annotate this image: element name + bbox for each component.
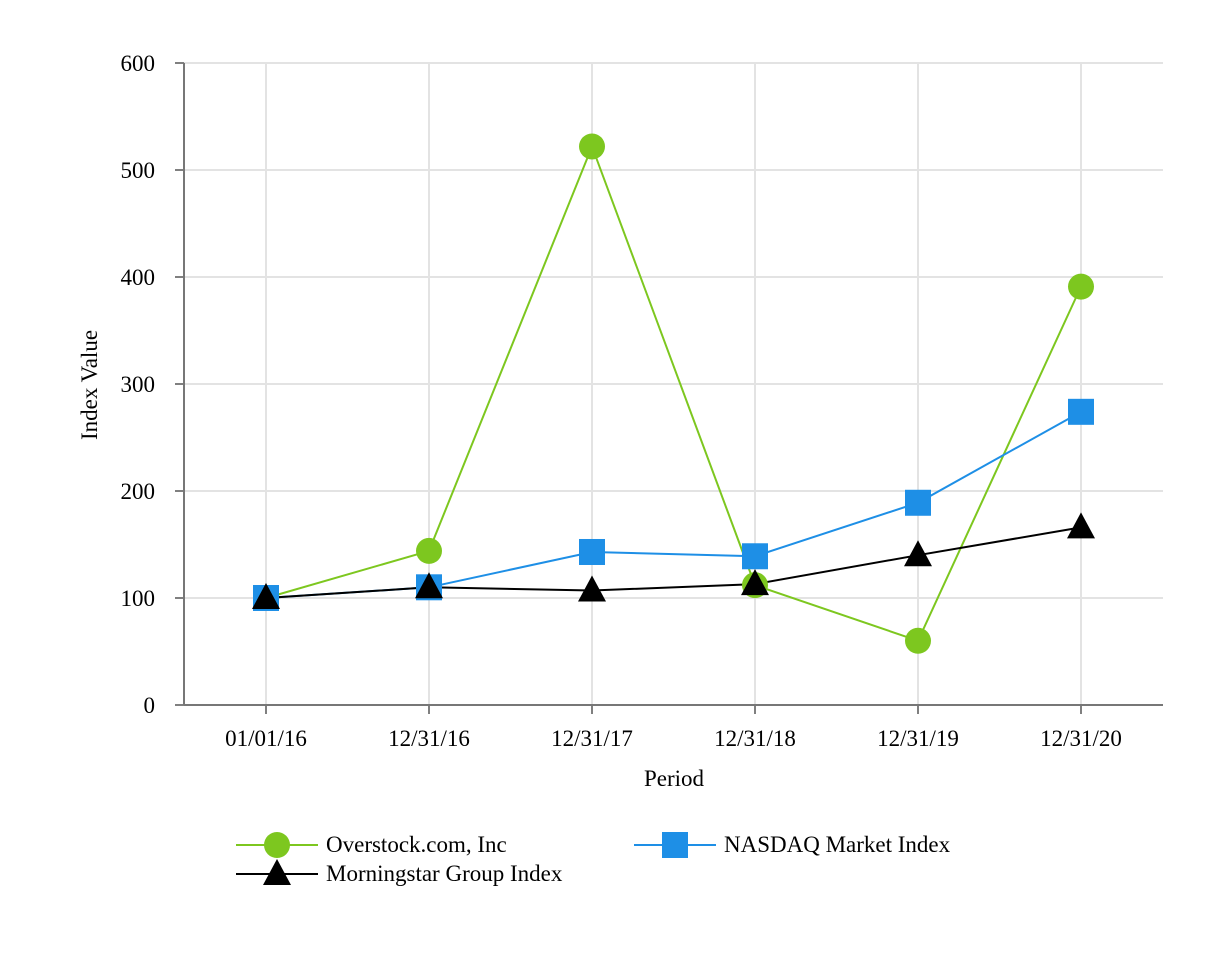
- y-axis-title: Index Value: [77, 330, 102, 440]
- data-point-series-1: [579, 538, 605, 565]
- data-point-series-1: [1068, 398, 1094, 425]
- label-layer: Period Index Value: [77, 330, 705, 791]
- legend-swatch-marker: [264, 832, 290, 858]
- y-tick-label: 200: [121, 479, 156, 504]
- data-point-series-2: [415, 572, 443, 599]
- legend-label: NASDAQ Market Index: [724, 832, 951, 857]
- x-tick-label: 12/31/18: [714, 726, 796, 751]
- data-point-series-2: [741, 569, 769, 596]
- series-layer: [252, 133, 1095, 654]
- grid-layer: [184, 62, 1163, 705]
- data-point-series-1: [905, 489, 931, 516]
- x-axis-title: Period: [644, 766, 705, 791]
- data-point-series-2: [578, 575, 606, 602]
- data-point-series-0: [1068, 273, 1094, 300]
- data-point-series-2: [904, 540, 932, 567]
- series-line-0: [265, 143, 1082, 643]
- data-point-series-2: [252, 583, 280, 609]
- axis-layer: 0 100 200 300 400 500 600 01/01/16 12/31/16 12/31…: [121, 51, 1163, 751]
- x-tick-label: 12/31/19: [877, 726, 959, 751]
- legend-label: Overstock.com, Inc: [326, 832, 507, 857]
- data-point-series-1: [742, 543, 768, 570]
- data-point-series-0: [416, 537, 442, 564]
- legend-label: Morningstar Group Index: [326, 861, 563, 886]
- legend-item: Morningstar Group Index: [236, 859, 563, 886]
- x-tick-label: 12/31/20: [1040, 726, 1122, 751]
- x-tick-label: 12/31/17: [551, 726, 633, 751]
- y-tick-label: 500: [121, 158, 156, 183]
- legend: Overstock.com, Inc NASDAQ Market Index Mor…: [236, 832, 951, 886]
- y-tick-label: 400: [121, 265, 156, 290]
- legend-swatch-marker: [263, 859, 291, 885]
- data-point-series-2: [1067, 512, 1095, 539]
- legend-item: Overstock.com, Inc: [236, 832, 507, 858]
- y-tick-label: 0: [144, 693, 156, 718]
- series-line-1: [265, 410, 1082, 599]
- x-tick-label: 01/01/16: [225, 726, 307, 751]
- data-point-series-0: [579, 133, 605, 160]
- y-tick-label: 600: [121, 51, 156, 76]
- legend-swatch-marker: [662, 832, 688, 858]
- y-tick-label: 300: [121, 372, 156, 397]
- x-tick-label: 12/31/16: [388, 726, 470, 751]
- series-line-2: [265, 526, 1082, 599]
- legend-item: NASDAQ Market Index: [634, 832, 951, 858]
- data-point-series-0: [905, 627, 931, 654]
- y-tick-label: 100: [121, 586, 156, 611]
